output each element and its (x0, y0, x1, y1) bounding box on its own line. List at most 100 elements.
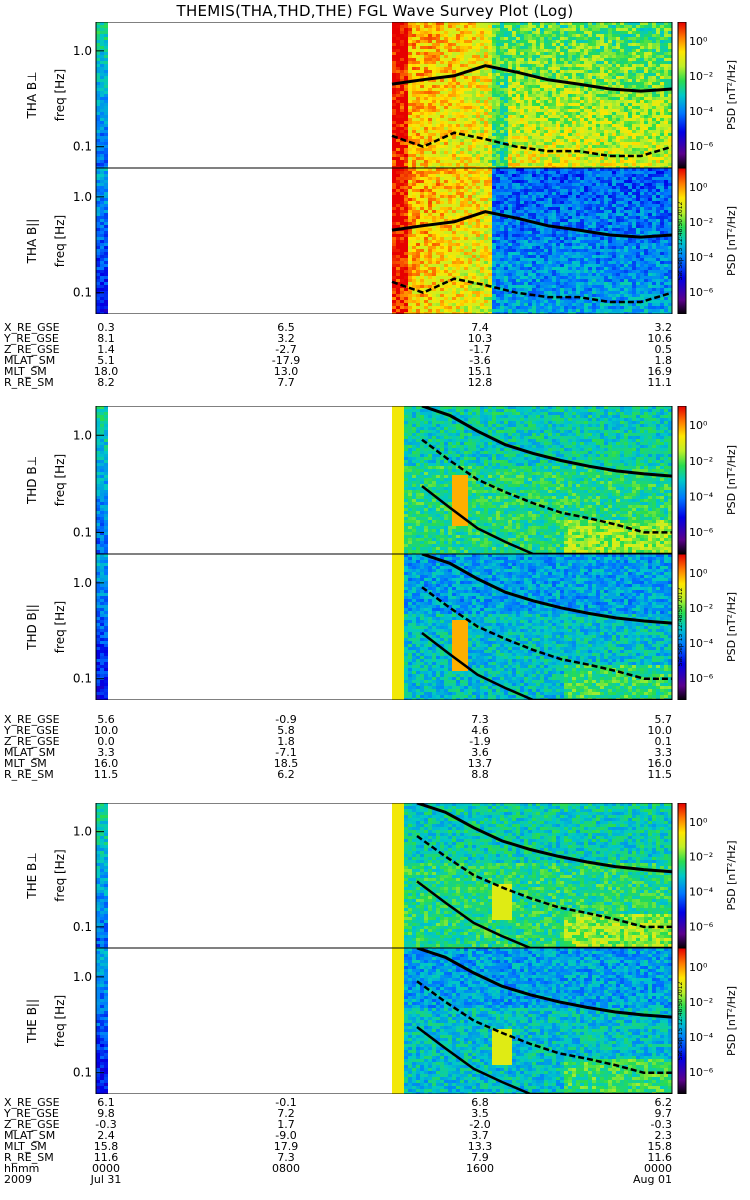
ephemeris-row: hhmm 0000 0800 1600 0000 (0, 1163, 750, 1174)
spectrogram-cells (96, 168, 672, 314)
spectrogram-cells (96, 803, 672, 948)
freq-tick-label: 1.0 (73, 970, 92, 984)
colorbar-label: PSD [nT²/Hz] (725, 206, 738, 276)
colorbar-label: PSD [nT²/Hz] (725, 445, 738, 515)
ephemeris-label: MLAT_SM (4, 747, 55, 758)
panel-yunit: freq [Hz] (53, 454, 67, 506)
ephemeris-row: Y_RE_GSE 9.8 7.2 3.5 9.7 (0, 1108, 750, 1119)
ephemeris-value: 3.7 (471, 1130, 489, 1141)
ephemeris-value: 5.1 (97, 355, 115, 366)
ephemeris-label: R_RE_SM (4, 769, 54, 780)
ephemeris-label: Y_RE_GSE (4, 1108, 59, 1119)
ephemeris-label: MLAT_SM (4, 1130, 55, 1141)
ephemeris-value: -0.3 (651, 1119, 672, 1130)
ephemeris-label: MLT_SM (4, 1141, 47, 1152)
ephemeris-row: R_RE_SM 11.6 7.3 7.9 11.6 (0, 1152, 750, 1163)
panel-ylabel: THE B⊥ (25, 852, 39, 899)
colorbar-tick-label: 10⁻⁴ (689, 105, 714, 118)
spectrogram-svg: 1.0 0.1 THE B|| freq [Hz] 10⁰ 10⁻² 10⁻⁴ 10⁻⁶ PSD… (25, 948, 738, 1094)
ephemeris-value: 10.6 (648, 333, 673, 344)
cyclotron-curve (421, 632, 672, 700)
colorbar-tick-label: 10⁻⁶ (689, 526, 714, 539)
plot-frame (95, 554, 673, 700)
ephemeris-row: MLT_SM 16.0 18.5 13.7 16.0 (0, 758, 750, 769)
ephemeris-value: 10.0 (648, 725, 673, 736)
ephemeris-row: Z_RE_GSE -0.3 1.7 -2.0 -0.3 (0, 1119, 750, 1130)
ephemeris-value: -3.6 (469, 355, 490, 366)
timestamp-stamp: Sat Sep 15 12:48:50 2012 (677, 588, 684, 667)
ephemeris-value: 16.0 (648, 758, 673, 769)
ephemeris-value: 16.9 (648, 366, 673, 377)
spectrogram-panel-thdb: 1.0 0.1 THD B⊥ freq [Hz] 10⁰ 10⁻² 10⁻⁴ 10⁻⁶ PSD … (0, 406, 750, 554)
ephemeris-value: 5.7 (655, 714, 673, 725)
colorbar-tick-label: 10⁻² (689, 216, 713, 229)
ephemeris-the: X_RE_GSE 6.1 -0.1 6.8 6.2 Y_RE_GSE 9.8 7.2 3.5 9.… (0, 1097, 750, 1185)
colorbar-tick-label: 10⁻⁶ (689, 920, 714, 933)
colorbar-label: PSD [nT²/Hz] (725, 60, 738, 130)
ephemeris-row: Z_RE_GSE 1.4 -2.7 -1.7 0.5 (0, 344, 750, 355)
ephemeris-value: -0.1 (275, 1097, 296, 1108)
ephemeris-row: 2009 Jul 31 Aug 01 (0, 1174, 750, 1185)
spectrogram-svg: 1.0 0.1 THA B|| freq [Hz] 10⁰ 10⁻² 10⁻⁴ 10⁻⁶ PSD… (25, 168, 738, 314)
ephemeris-value: 5.6 (97, 714, 115, 725)
ephemeris-value: 7.3 (471, 714, 489, 725)
ephemeris-value: -7.1 (275, 747, 296, 758)
spectrogram-svg: 1.0 0.1 THA B⊥ freq [Hz] 10⁰ 10⁻² 10⁻⁴ 10⁻⁶ PSD … (25, 22, 738, 168)
ephemeris-value: 9.7 (655, 1108, 673, 1119)
ephemeris-value: 1.8 (277, 736, 295, 747)
plot-frame (95, 948, 673, 1094)
ephemeris-value: 6.8 (471, 1097, 489, 1108)
ephemeris-value: 8.2 (97, 377, 115, 388)
panel-yunit: freq [Hz] (53, 849, 67, 901)
colorbar-tick-label: 10⁻⁶ (689, 1066, 714, 1079)
colorbar-tick-label: 10⁻⁴ (689, 885, 714, 898)
spectrogram-cells (96, 22, 672, 168)
ephemeris-value: 6.5 (277, 322, 295, 333)
colorbar-label: PSD [nT²/Hz] (725, 986, 738, 1056)
spectrogram-panel-thdb: 1.0 0.1 THD B|| freq [Hz] 10⁰ 10⁻² 10⁻⁴ 10⁻⁶ PSD… (0, 554, 750, 700)
freq-tick-label: 1.0 (73, 576, 92, 590)
ephemeris-value: -9.0 (275, 1130, 296, 1141)
ephemeris-row: MLAT_SM 3.3 -7.1 3.6 3.3 (0, 747, 750, 758)
freq-tick-label: 0.1 (73, 140, 92, 154)
colorbar-tick-label: 10⁰ (689, 35, 708, 48)
panel-yunit: freq [Hz] (53, 995, 67, 1047)
plot-frame (95, 168, 673, 314)
freq-tick-label: 0.1 (73, 1066, 92, 1080)
freq-tick-label: 1.0 (73, 190, 92, 204)
ephemeris-label: hhmm (4, 1163, 39, 1174)
colorbar-tick-label: 10⁰ (689, 419, 708, 432)
ephemeris-row: MLAT_SM 5.1 -17.9 -3.6 1.8 (0, 355, 750, 366)
ephemeris-value: 6.2 (655, 1097, 673, 1108)
ephemeris-value: -0.9 (275, 714, 296, 725)
panel-ylabel: THA B|| (25, 219, 39, 265)
panel-ylabel: THD B⊥ (25, 456, 39, 505)
ephemeris-value: 1600 (466, 1163, 494, 1174)
ephemeris-value: 9.8 (97, 1108, 115, 1119)
ephemeris-label: X_RE_GSE (4, 322, 60, 333)
ephemeris-value: 0000 (92, 1163, 120, 1174)
cyclotron-curve (421, 485, 672, 554)
ephemeris-value: 8.8 (471, 769, 489, 780)
ephemeris-value: 7.7 (277, 377, 295, 388)
ephemeris-value: 6.2 (277, 769, 295, 780)
ephemeris-value: 8.1 (97, 333, 115, 344)
ephemeris-row: X_RE_GSE 0.3 6.5 7.4 3.2 (0, 322, 750, 333)
ephemeris-value: 0.5 (655, 344, 673, 355)
ephemeris-value: 18.0 (94, 366, 119, 377)
cyclotron-curve (391, 64, 673, 93)
ephemeris-value: 11.1 (648, 377, 673, 388)
ephemeris-value: 4.6 (471, 725, 489, 736)
cyclotron-curve (421, 438, 672, 534)
colorbar-tick-label: 10⁻⁴ (689, 251, 714, 264)
spectrogram-cells (96, 948, 672, 1094)
panel-yunit: freq [Hz] (53, 601, 67, 653)
ephemeris-row: MLAT_SM 2.4 -9.0 3.7 2.3 (0, 1130, 750, 1141)
colorbar-tick-label: 10⁰ (689, 181, 708, 194)
cyclotron-curve (416, 1026, 672, 1094)
ephemeris-row: MLT_SM 15.8 17.9 13.3 15.8 (0, 1141, 750, 1152)
ephemeris-value: 0.0 (97, 736, 115, 747)
colorbar-label: PSD [nT²/Hz] (725, 592, 738, 662)
colorbar-tick-label: 10⁻² (689, 70, 713, 83)
spectrogram-panel-theb: 1.0 0.1 THE B|| freq [Hz] 10⁰ 10⁻² 10⁻⁴ 10⁻⁶ PSD… (0, 948, 750, 1094)
